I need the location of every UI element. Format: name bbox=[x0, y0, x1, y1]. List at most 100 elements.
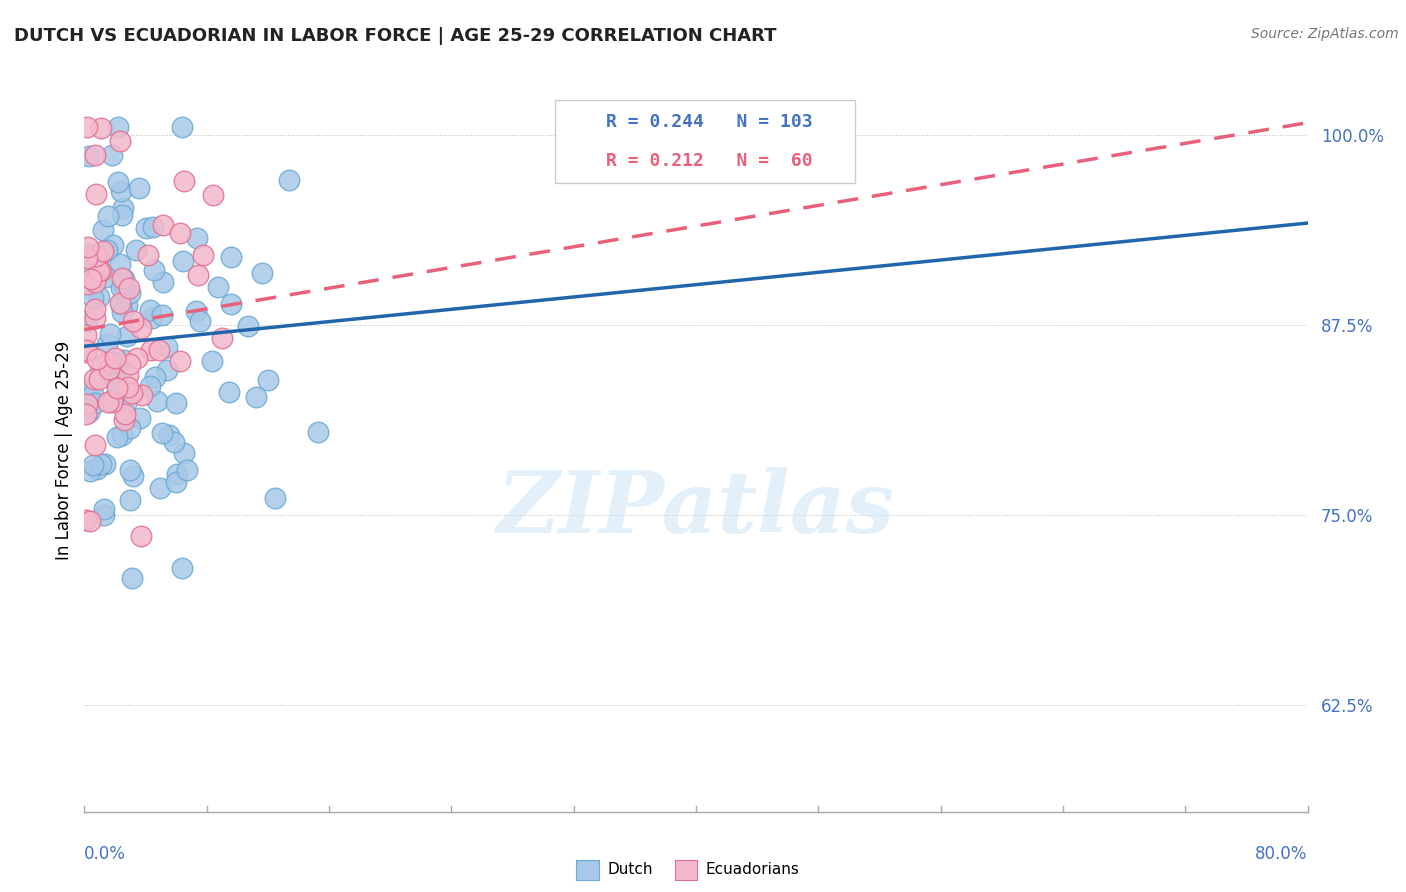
Point bbox=[77, 384, 100, 399]
Point bbox=[108, 296, 131, 310]
Point bbox=[129, 529, 152, 543]
Point bbox=[79, 464, 101, 478]
Point bbox=[96, 270, 118, 285]
Point bbox=[93, 502, 115, 516]
Text: Ecuadorians: Ecuadorians bbox=[706, 863, 800, 877]
Point bbox=[77, 405, 100, 419]
Point bbox=[83, 371, 105, 385]
Point bbox=[152, 218, 174, 232]
Point bbox=[114, 408, 136, 422]
Point bbox=[105, 381, 128, 395]
Point bbox=[98, 326, 121, 341]
Point bbox=[112, 353, 135, 368]
Point bbox=[152, 276, 174, 290]
Point bbox=[107, 120, 129, 135]
Point bbox=[83, 302, 105, 317]
Point bbox=[139, 343, 162, 357]
Point bbox=[76, 120, 98, 135]
Text: ZIPatlas: ZIPatlas bbox=[496, 467, 896, 550]
Point bbox=[138, 248, 160, 262]
Point bbox=[188, 314, 211, 328]
Point bbox=[173, 446, 195, 460]
Point bbox=[111, 428, 134, 442]
Point bbox=[105, 375, 128, 389]
Point bbox=[157, 427, 180, 442]
Point bbox=[77, 247, 100, 261]
Point bbox=[76, 251, 98, 265]
Point bbox=[96, 336, 118, 351]
Point bbox=[307, 425, 329, 440]
Point bbox=[135, 221, 157, 235]
Text: R = 0.244   N = 103: R = 0.244 N = 103 bbox=[606, 113, 813, 131]
Point bbox=[149, 481, 172, 495]
Point bbox=[129, 410, 152, 425]
Point bbox=[142, 219, 165, 234]
Point bbox=[107, 175, 129, 189]
Point bbox=[121, 571, 143, 585]
Point bbox=[115, 328, 138, 343]
Text: 0.0%: 0.0% bbox=[84, 846, 127, 863]
Point bbox=[211, 331, 233, 345]
Point bbox=[90, 457, 112, 471]
Point bbox=[86, 462, 108, 476]
Point bbox=[79, 514, 101, 528]
Y-axis label: In Labor Force | Age 25-29: In Labor Force | Age 25-29 bbox=[55, 341, 73, 560]
Point bbox=[202, 188, 225, 202]
Point bbox=[166, 396, 188, 410]
Text: Dutch: Dutch bbox=[607, 863, 652, 877]
Point bbox=[110, 134, 132, 148]
Point bbox=[172, 254, 194, 268]
Point bbox=[139, 303, 162, 318]
Point bbox=[150, 426, 173, 441]
Point bbox=[96, 358, 118, 372]
Point bbox=[148, 343, 170, 357]
Point bbox=[218, 385, 240, 400]
Point bbox=[117, 380, 139, 394]
Point bbox=[86, 351, 108, 366]
Point bbox=[79, 272, 101, 286]
Point bbox=[75, 390, 97, 404]
Point bbox=[100, 359, 122, 374]
Point bbox=[84, 147, 107, 161]
Point bbox=[96, 243, 118, 257]
Point bbox=[118, 493, 141, 508]
Point bbox=[83, 271, 105, 285]
Point bbox=[84, 396, 107, 410]
Point bbox=[91, 244, 114, 258]
Text: 80.0%: 80.0% bbox=[1256, 846, 1308, 863]
Point bbox=[76, 313, 98, 327]
Point bbox=[112, 272, 135, 286]
Point bbox=[87, 252, 110, 267]
Point bbox=[77, 149, 100, 163]
Point bbox=[103, 371, 125, 385]
Point bbox=[125, 351, 148, 365]
Point bbox=[122, 469, 145, 483]
Point bbox=[75, 345, 97, 359]
Point bbox=[128, 181, 150, 195]
Point bbox=[82, 386, 104, 401]
Text: Source: ZipAtlas.com: Source: ZipAtlas.com bbox=[1251, 27, 1399, 41]
Point bbox=[131, 388, 153, 402]
Point bbox=[207, 279, 229, 293]
Point bbox=[187, 268, 209, 282]
Point bbox=[105, 356, 128, 370]
Point bbox=[112, 278, 135, 293]
Point bbox=[111, 304, 134, 318]
Point bbox=[156, 340, 179, 354]
Point bbox=[245, 390, 267, 404]
Point bbox=[221, 297, 243, 311]
Point bbox=[142, 263, 165, 277]
Point bbox=[75, 407, 97, 421]
Point bbox=[143, 369, 166, 384]
Point bbox=[173, 174, 195, 188]
Point bbox=[170, 561, 193, 575]
Point bbox=[101, 238, 124, 252]
Point bbox=[75, 328, 97, 343]
Point bbox=[176, 463, 198, 477]
Point bbox=[263, 491, 285, 505]
Point bbox=[84, 248, 107, 262]
Point bbox=[93, 223, 115, 237]
Point bbox=[110, 281, 132, 295]
Point bbox=[170, 120, 193, 135]
Point bbox=[91, 358, 114, 372]
